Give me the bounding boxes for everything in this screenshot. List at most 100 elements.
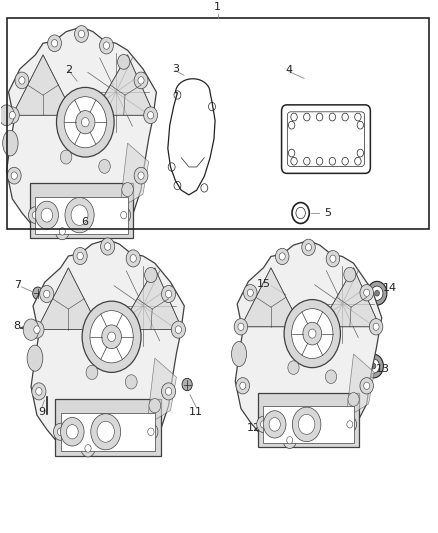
Ellipse shape [0,105,14,126]
Circle shape [344,268,356,282]
Circle shape [148,428,154,435]
Circle shape [19,77,25,84]
Circle shape [298,414,315,434]
Circle shape [11,172,18,180]
Circle shape [330,255,336,262]
Circle shape [57,87,114,157]
Circle shape [149,399,161,413]
Circle shape [171,321,185,338]
Circle shape [65,197,94,233]
Circle shape [126,250,140,267]
Text: 12: 12 [247,423,261,433]
Circle shape [60,417,84,446]
Polygon shape [120,143,149,208]
Polygon shape [93,55,155,115]
Circle shape [364,354,383,378]
Circle shape [134,167,148,184]
Circle shape [125,375,137,389]
Circle shape [77,252,83,260]
Circle shape [371,363,376,369]
Circle shape [257,416,270,433]
Circle shape [32,383,46,400]
Circle shape [234,319,247,335]
Bar [258,393,359,447]
Polygon shape [7,27,156,238]
Text: 9: 9 [39,407,46,417]
Circle shape [269,417,280,431]
Circle shape [284,300,340,368]
Circle shape [105,243,111,251]
Circle shape [302,239,315,255]
Circle shape [74,26,88,42]
Circle shape [347,421,353,428]
Circle shape [236,377,250,394]
Circle shape [369,319,383,335]
Text: 1: 1 [214,3,221,12]
Circle shape [144,423,158,440]
Circle shape [326,251,340,267]
Circle shape [120,212,127,219]
Circle shape [279,253,285,260]
Circle shape [162,383,176,400]
Circle shape [91,414,120,450]
Text: 7: 7 [14,280,21,290]
Circle shape [81,440,95,457]
Ellipse shape [23,319,39,341]
Circle shape [55,223,69,240]
Bar [263,406,353,442]
Text: 5: 5 [324,208,331,218]
Circle shape [138,77,144,84]
Circle shape [33,287,43,300]
Text: 14: 14 [383,284,397,294]
Circle shape [99,37,113,54]
Circle shape [53,423,67,440]
Circle shape [82,301,141,373]
Polygon shape [320,268,380,327]
Circle shape [30,321,44,338]
Circle shape [9,111,15,119]
Polygon shape [32,321,45,334]
Circle shape [308,329,316,338]
Circle shape [101,238,115,255]
Circle shape [162,286,176,303]
Circle shape [360,377,374,394]
Bar [60,413,155,451]
Circle shape [288,361,299,375]
Text: 3: 3 [172,64,179,74]
Polygon shape [120,268,182,329]
Circle shape [71,205,88,225]
Text: 15: 15 [257,279,271,289]
Circle shape [292,309,333,359]
Circle shape [238,323,244,330]
Bar [55,399,161,456]
Circle shape [78,30,85,38]
Circle shape [305,244,311,251]
Circle shape [28,207,42,223]
Circle shape [73,247,87,264]
Circle shape [7,167,21,184]
Circle shape [40,286,54,303]
Bar [30,183,133,238]
Polygon shape [273,387,286,401]
Circle shape [348,393,359,406]
Circle shape [85,445,91,452]
Circle shape [325,370,337,384]
Circle shape [276,248,289,264]
Text: 2: 2 [65,65,72,75]
Circle shape [5,107,19,124]
Circle shape [48,35,61,52]
Polygon shape [31,239,184,456]
Circle shape [138,172,144,180]
Circle shape [108,332,116,342]
Circle shape [35,201,58,229]
Circle shape [34,326,40,334]
Text: 11: 11 [189,407,203,417]
Circle shape [247,289,253,296]
Polygon shape [241,268,301,327]
Circle shape [244,285,257,301]
Circle shape [134,72,148,89]
Circle shape [81,118,89,127]
Circle shape [86,365,98,379]
Circle shape [122,183,133,197]
Circle shape [41,208,53,222]
